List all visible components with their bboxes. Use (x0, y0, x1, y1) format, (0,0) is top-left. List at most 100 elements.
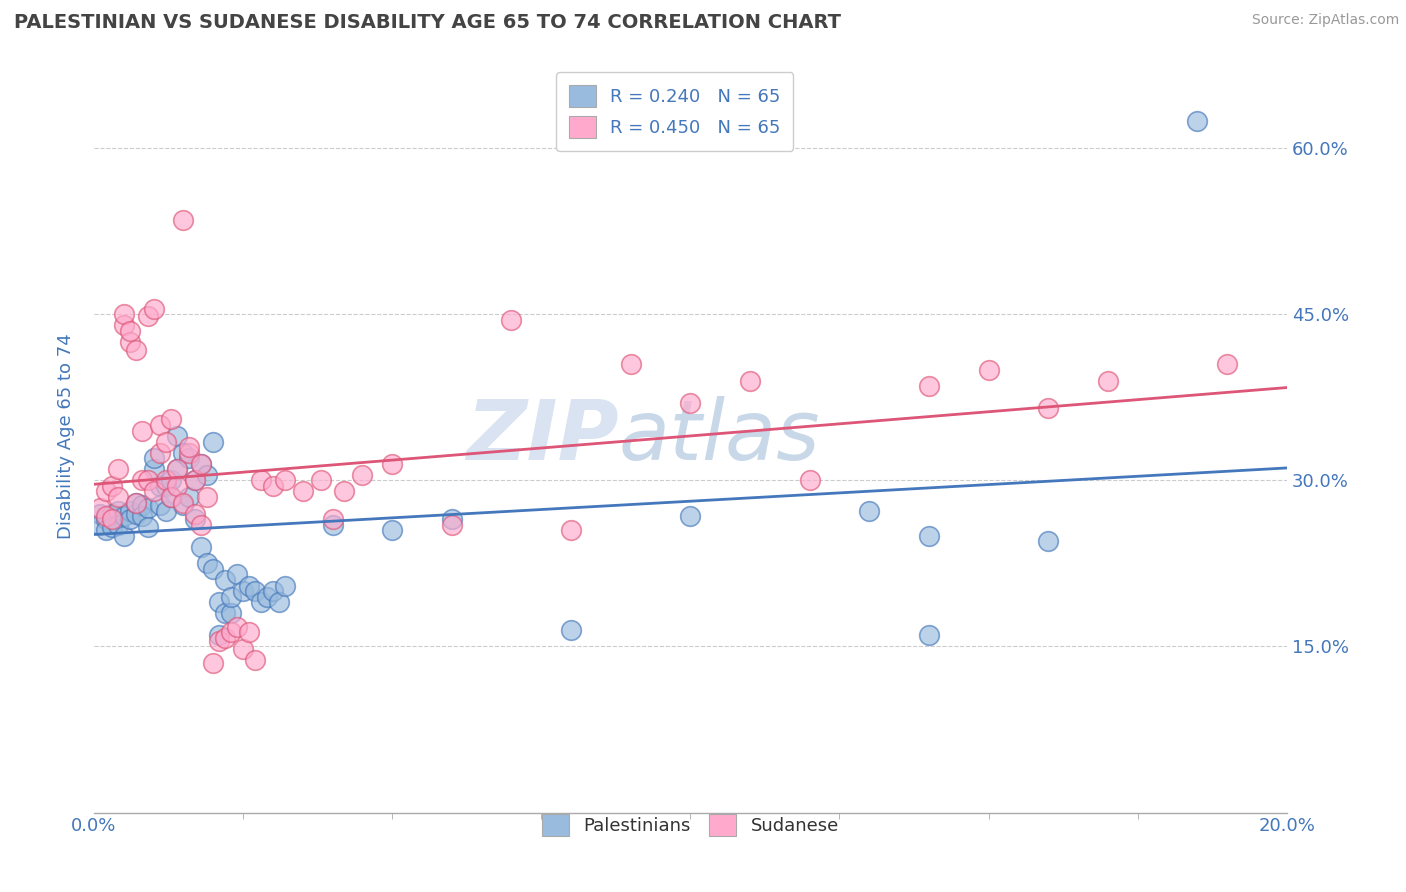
Point (190, 457, 212, 471)
Point (214, 631, 236, 645)
Point (160, 490, 183, 504)
Point (155, 479, 177, 493)
Point (219, 607, 242, 621)
Point (89, 507, 111, 521)
Point (202, 656, 225, 670)
Text: PALESTINIAN VS SUDANESE DISABILITY AGE 65 TO 74 CORRELATION CHART: PALESTINIAN VS SUDANESE DISABILITY AGE 6… (14, 13, 841, 32)
Y-axis label: Disability Age 65 to 74: Disability Age 65 to 74 (58, 334, 75, 539)
Point (155, 474, 177, 488)
Point (118, 504, 141, 518)
Point (195, 557, 218, 571)
Point (560, 623, 582, 637)
Point (179, 446, 201, 460)
Point (107, 504, 129, 518)
Point (799, 474, 821, 488)
Point (125, 343, 148, 357)
Point (101, 520, 124, 534)
Point (274, 474, 297, 488)
Point (977, 362, 1000, 376)
Point (195, 467, 218, 482)
Point (142, 462, 165, 476)
Point (89, 501, 111, 516)
Point (94, 523, 117, 537)
Point (195, 490, 218, 504)
Point (131, 424, 153, 438)
Point (190, 540, 212, 554)
Point (214, 573, 236, 587)
Point (232, 584, 254, 599)
Point (262, 479, 284, 493)
Point (208, 628, 231, 642)
Point (179, 440, 201, 454)
Point (238, 578, 260, 592)
Point (166, 462, 188, 476)
Point (226, 567, 249, 582)
Point (125, 507, 148, 521)
Point (243, 584, 266, 599)
Point (214, 607, 236, 621)
Legend: Palestinians, Sudanese: Palestinians, Sudanese (533, 805, 848, 845)
Point (381, 457, 404, 471)
Point (131, 474, 153, 488)
Point (142, 451, 165, 466)
Point (219, 590, 242, 604)
Point (321, 512, 343, 526)
Point (112, 529, 135, 543)
Point (148, 446, 170, 460)
Point (274, 578, 297, 592)
Point (243, 653, 266, 667)
Point (112, 307, 135, 321)
Point (160, 412, 183, 426)
Point (184, 512, 207, 526)
Point (101, 479, 124, 493)
Point (136, 520, 159, 534)
Point (250, 595, 273, 609)
Point (107, 490, 129, 504)
Point (172, 498, 194, 512)
Point (267, 595, 290, 609)
Point (155, 504, 177, 518)
Point (118, 324, 141, 338)
Point (136, 501, 159, 516)
Point (202, 434, 225, 449)
Point (166, 462, 188, 476)
Point (184, 474, 207, 488)
Point (352, 467, 374, 482)
Point (136, 474, 159, 488)
Point (262, 584, 284, 599)
Point (148, 417, 170, 432)
Point (125, 495, 148, 509)
Point (184, 507, 207, 521)
Point (160, 490, 183, 504)
Point (202, 562, 225, 576)
Point (1038, 534, 1060, 549)
Point (107, 462, 129, 476)
Point (309, 474, 332, 488)
Point (136, 310, 159, 324)
Point (89, 517, 111, 532)
Point (440, 517, 463, 532)
Point (679, 396, 702, 410)
Point (160, 474, 183, 488)
Point (679, 508, 702, 523)
Point (1216, 357, 1239, 371)
Point (107, 517, 129, 532)
Point (440, 512, 463, 526)
Point (94, 512, 117, 526)
Point (172, 446, 194, 460)
Point (179, 490, 201, 504)
Point (131, 508, 153, 523)
Point (131, 498, 153, 512)
Point (118, 334, 141, 349)
Point (858, 504, 880, 518)
Point (190, 517, 212, 532)
Point (620, 357, 643, 371)
Point (918, 529, 941, 543)
Point (501, 313, 523, 327)
Point (560, 523, 582, 537)
Point (172, 213, 194, 227)
Point (184, 474, 207, 488)
Point (291, 484, 314, 499)
Text: atlas: atlas (619, 395, 821, 476)
Point (232, 641, 254, 656)
